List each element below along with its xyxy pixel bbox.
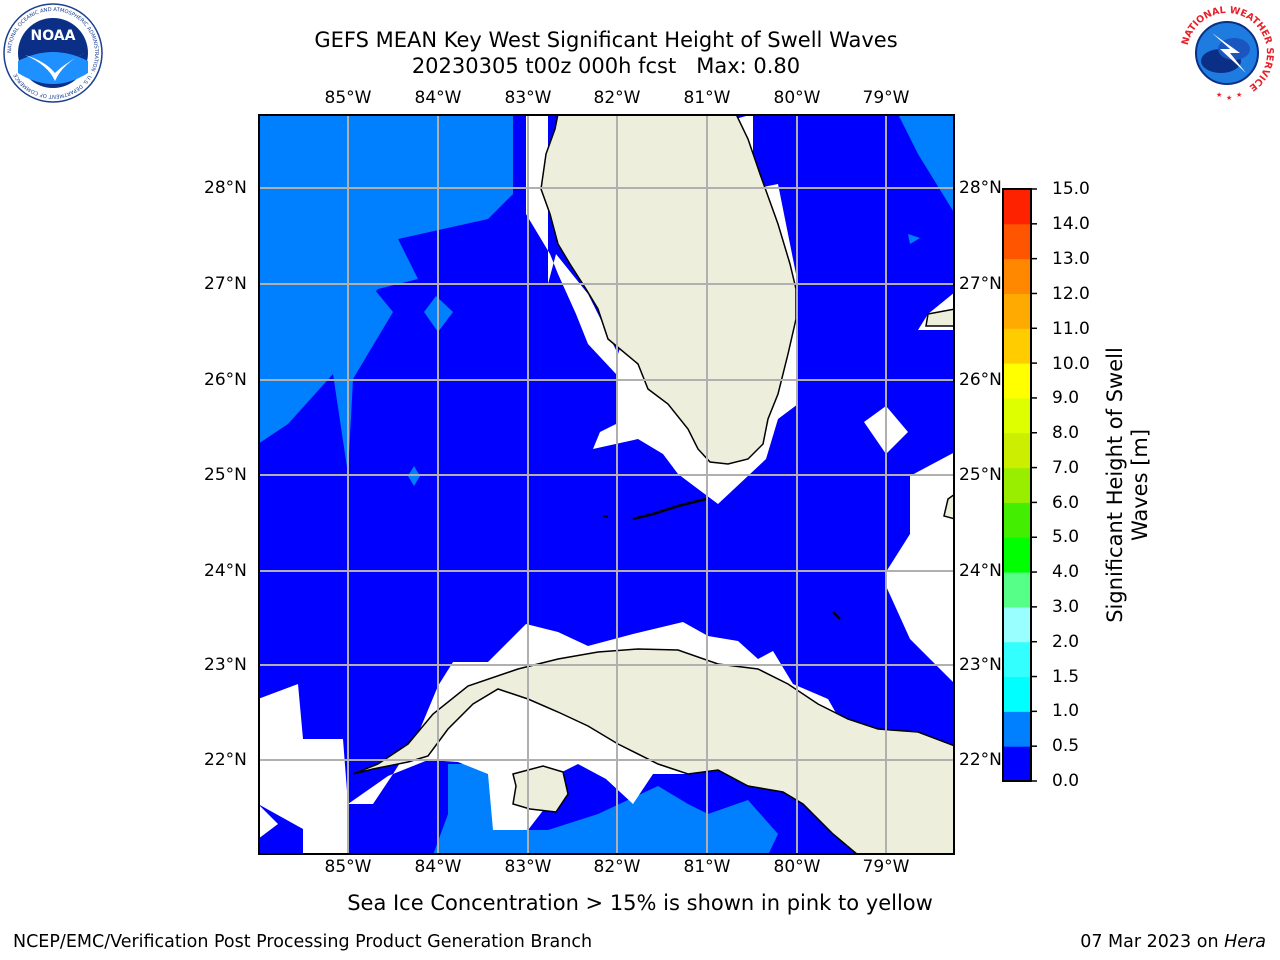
svg-text:★: ★ [1216, 91, 1222, 99]
lat-label-right: 24°N [959, 561, 1002, 581]
bahamas-land [943, 493, 955, 520]
colorbar-band [1003, 189, 1031, 225]
map-title: GEFS MEAN Key West Significant Height of… [314, 27, 897, 79]
keys-fragment [832, 611, 841, 620]
colorbar-tick-label: 4.0 [1052, 562, 1080, 582]
sea-ice-note: Sea Ice Concentration > 15% is shown in … [347, 891, 933, 915]
colorbar-title-line: Significant Height of Swell [1103, 347, 1127, 623]
lon-label-bottom: 80°W [773, 857, 821, 877]
lat-label-left: 28°N [204, 178, 247, 198]
lon-label-bottom: 81°W [683, 857, 731, 877]
lon-label-top: 84°W [414, 88, 462, 108]
colorbar-tick-label: 9.0 [1052, 388, 1080, 408]
lat-label-right: 22°N [959, 750, 1002, 770]
isla-juventud-land [512, 765, 569, 813]
colorbar-band [1003, 711, 1031, 747]
run-date: 07 Mar 2023 on Hera [1080, 932, 1266, 952]
lon-label-top: 85°W [324, 88, 372, 108]
lat-label-left: 24°N [204, 561, 247, 581]
colorbar-tick-label: 0.5 [1052, 736, 1080, 756]
lat-label-left: 26°N [204, 370, 247, 390]
colorbar-band [1003, 502, 1031, 538]
lon-label-bottom: 79°W [862, 857, 910, 877]
bahamas-land [925, 308, 955, 327]
lon-label-top: 80°W [773, 88, 821, 108]
lat-label-right: 27°N [959, 274, 1002, 294]
colorbar-band [1003, 572, 1031, 608]
lat-label-left: 25°N [204, 465, 247, 485]
svg-text:★: ★ [1236, 91, 1242, 99]
colorbar-band [1003, 432, 1031, 469]
lat-label-left: 23°N [204, 655, 247, 675]
noaa-logo: NATIONAL OCEANIC AND ATMOSPHERIC ADMINIS… [3, 3, 103, 103]
nws-logo: NATIONAL WEATHER SERVICE ★ ★ ★ [1179, 5, 1275, 102]
colorbar-tick-label: 13.0 [1052, 249, 1090, 269]
colorbar-title: Significant Height of Swell Waves [m] [1103, 347, 1153, 623]
lon-label-top: 82°W [593, 88, 641, 108]
lon-label-bottom: 83°W [504, 857, 552, 877]
colorbar-tick-label: 15.0 [1052, 179, 1090, 199]
colorbar-frame [1002, 188, 1032, 782]
colorbar-band [1003, 676, 1031, 712]
colorbar-tick-label: 12.0 [1052, 284, 1090, 304]
cuba-land [352, 648, 955, 855]
colorbar-tick-label: 7.0 [1052, 458, 1080, 478]
lon-label-top: 83°W [504, 88, 552, 108]
florida-keys [632, 497, 707, 521]
lon-label-top: 79°W [862, 88, 910, 108]
colorbar-band [1003, 293, 1031, 329]
lon-label-top: 81°W [683, 88, 731, 108]
colorbar-tick-label: 5.0 [1052, 527, 1080, 547]
ocean-mid-swell-west [258, 114, 513, 474]
colorbar-band [1003, 223, 1031, 260]
run-date-value: 07 Mar 2023 [1080, 932, 1192, 952]
map-frame [258, 114, 955, 855]
colorbar-band [1003, 363, 1031, 399]
svg-text:★: ★ [1226, 94, 1232, 102]
colorbar-band [1003, 397, 1031, 434]
colorbar-band [1003, 258, 1031, 294]
run-host: Hera [1224, 932, 1266, 952]
ocean-mid-swell-bahamas [908, 234, 920, 244]
lon-label-bottom: 82°W [593, 857, 641, 877]
branch-credit: NCEP/EMC/Verification Post Processing Pr… [13, 932, 593, 952]
lat-label-right: 28°N [959, 178, 1002, 198]
lat-label-right: 23°N [959, 655, 1002, 675]
lat-label-left: 27°N [204, 274, 247, 294]
lat-label-left: 22°N [204, 750, 247, 770]
colorbar-tick-label: 14.0 [1052, 214, 1090, 234]
title-line: GEFS MEAN Key West Significant Height of… [314, 28, 898, 52]
keys-fragment [602, 515, 609, 518]
colorbar-band [1003, 537, 1031, 573]
swell-height-map [258, 114, 955, 855]
subtitle-line: 20230305 t00z 000h fcst Max: 0.80 [411, 54, 801, 78]
colorbar-tick-label: 11.0 [1052, 319, 1090, 339]
lat-label-right: 25°N [959, 465, 1002, 485]
lon-label-bottom: 85°W [324, 857, 372, 877]
colorbar-band [1003, 641, 1031, 678]
florida-land [540, 114, 797, 465]
lon-label-bottom: 84°W [414, 857, 462, 877]
colorbar-tick-label: 1.5 [1052, 667, 1080, 687]
colorbar-tick-label: 10.0 [1052, 354, 1090, 374]
run-date-on: on [1196, 932, 1219, 952]
colorbar-tick-label: 6.0 [1052, 493, 1080, 513]
colorbar-band [1003, 467, 1031, 503]
colorbar [1002, 188, 1037, 782]
colorbar-title-line: Waves [m] [1128, 428, 1152, 542]
colorbar-tick-label: 2.0 [1052, 632, 1080, 652]
noaa-logo-text: NOAA [31, 28, 76, 44]
colorbar-band [1003, 328, 1031, 364]
colorbar-tick-label: 0.0 [1052, 771, 1080, 791]
colorbar-band [1003, 606, 1031, 643]
map-gridlines [258, 114, 955, 855]
colorbar-tick-label: 3.0 [1052, 597, 1080, 617]
lat-label-right: 26°N [959, 370, 1002, 390]
colorbar-tick-label: 8.0 [1052, 423, 1080, 443]
colorbar-tick-label: 1.0 [1052, 701, 1080, 721]
colorbar-band [1003, 746, 1031, 782]
